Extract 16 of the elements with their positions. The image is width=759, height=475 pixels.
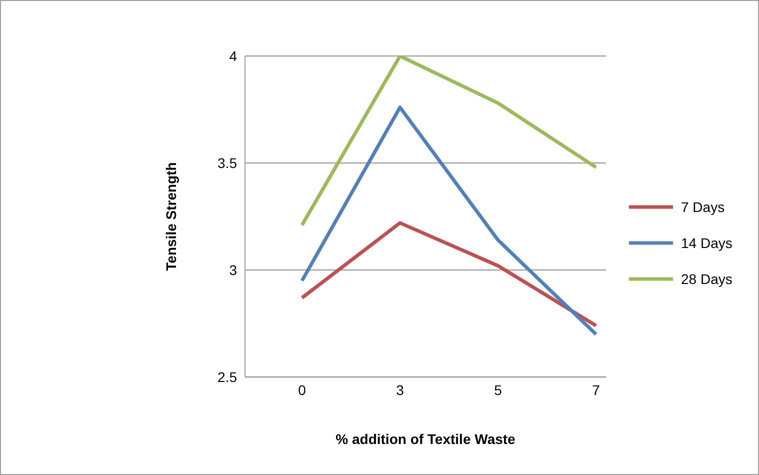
x-tick-label: 0: [298, 382, 306, 398]
legend-label: 7 Days: [681, 198, 725, 217]
x-axis-title: % addition of Textile Waste: [336, 431, 516, 447]
line-series: [300, 106, 598, 336]
y-tick-label: 3.5: [218, 154, 238, 171]
x-tick-label: 5: [494, 382, 502, 398]
line-series: [300, 56, 598, 227]
x-tick-label: 3: [396, 382, 404, 398]
x-tick-label: 7: [592, 382, 600, 398]
y-axis-title: Tensile Strength: [162, 162, 179, 271]
legend-label: 14 Days: [681, 234, 732, 253]
legend-label: 28 Days: [681, 270, 732, 289]
y-tick-label: 3: [229, 262, 238, 278]
y-tick-label: 2.5: [218, 368, 238, 385]
line-series: [300, 221, 598, 328]
y-tick-label: 4: [229, 48, 238, 64]
